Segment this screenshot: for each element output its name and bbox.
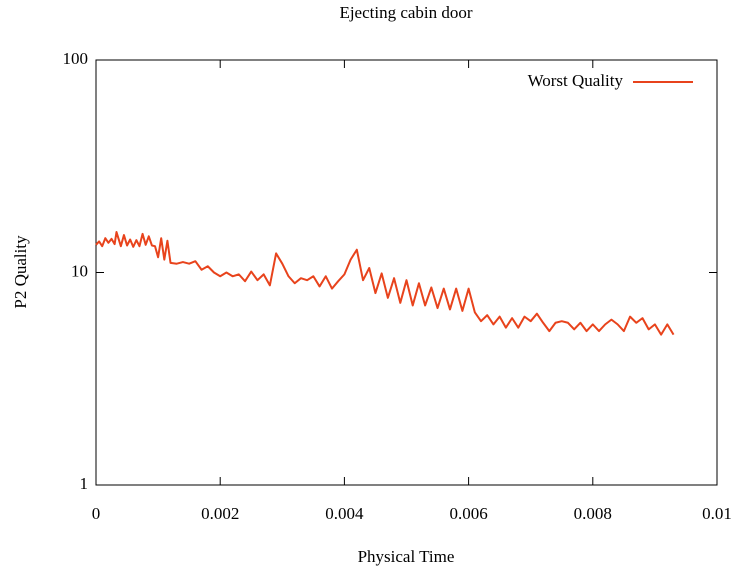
y-tick-label: 1 [80, 474, 89, 493]
data-line [95, 231, 675, 336]
x-tick-label: 0.002 [201, 504, 239, 523]
x-axis-label: Physical Time [358, 547, 455, 566]
x-tick-label: 0.004 [325, 504, 364, 523]
y-tick-label: 100 [63, 49, 89, 68]
x-tick-label: 0.008 [574, 504, 612, 523]
y-tick-label: 10 [71, 261, 88, 280]
y-axis-label: P2 Quality [11, 235, 30, 309]
x-tick-label: 0 [92, 504, 101, 523]
legend-label: Worst Quality [528, 71, 624, 90]
x-tick-label: 0.006 [449, 504, 487, 523]
chart-title: Ejecting cabin door [339, 3, 472, 22]
x-tick-label: 0.01 [702, 504, 732, 523]
plot-frame [95, 59, 718, 486]
